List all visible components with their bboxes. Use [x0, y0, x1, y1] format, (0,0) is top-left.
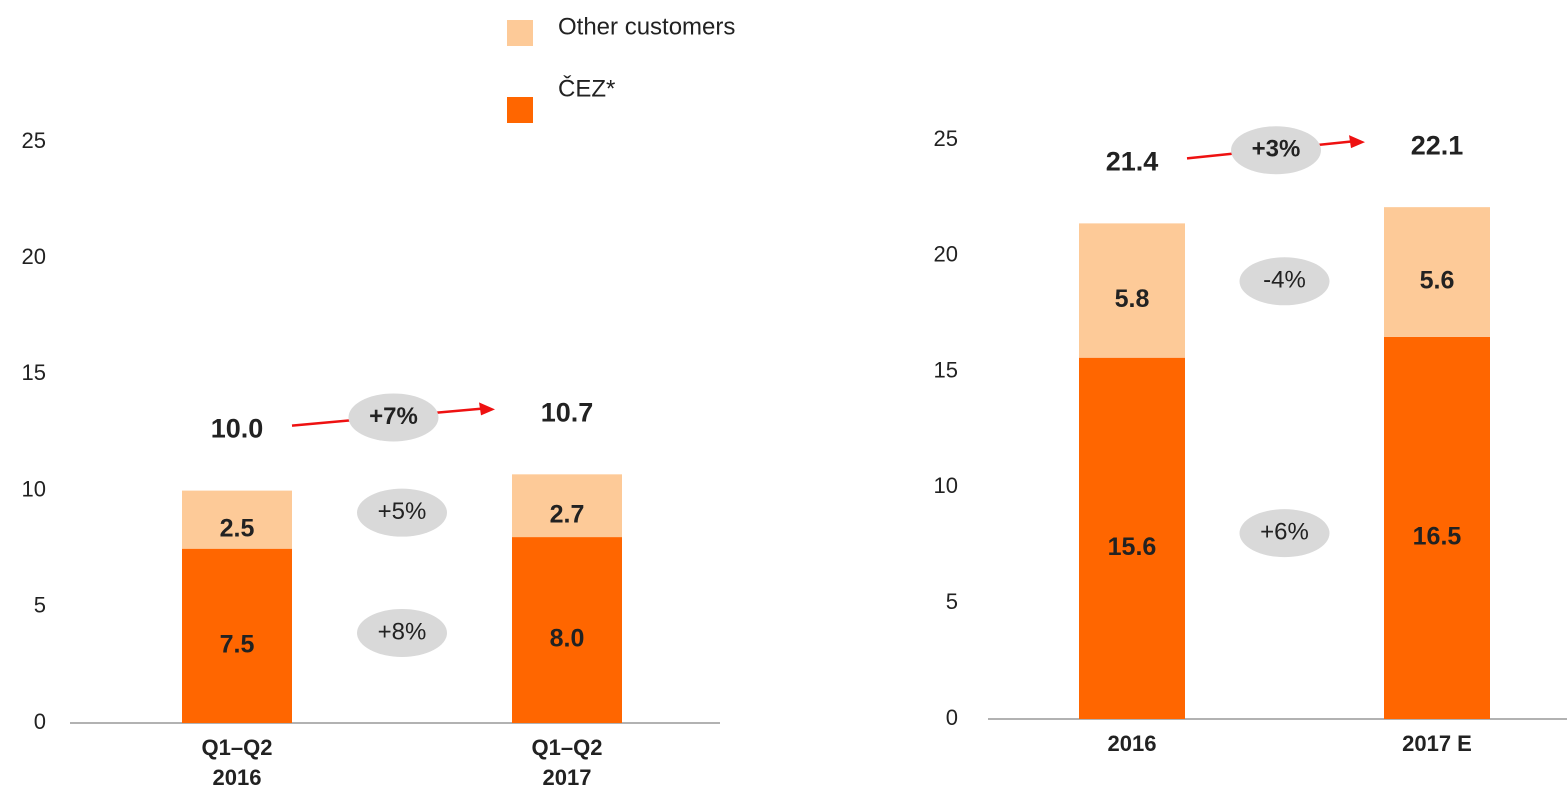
y-tick-label: 5 [946, 589, 958, 614]
y-tick-label: 15 [934, 357, 958, 382]
bar-segment [182, 548, 292, 723]
x-tick-label: Q1–Q2 2017 [531, 735, 603, 790]
change-label: +3% [1252, 136, 1301, 163]
change-label: +6% [1260, 518, 1309, 545]
y-tick-label: 0 [946, 705, 958, 730]
change-label: +8% [378, 618, 427, 645]
legend-swatch [507, 20, 533, 46]
y-tick-label: 5 [34, 593, 46, 618]
x-tick-label: Q1–Q2 2016 [201, 735, 273, 790]
change-label: -4% [1263, 267, 1306, 294]
value-label: 16.5 [1413, 523, 1462, 551]
x-tick-label: 2016 [1107, 731, 1157, 756]
value-label: 7.5 [220, 630, 255, 658]
change-bubble [348, 393, 439, 442]
total-label: 21.4 [1106, 147, 1159, 177]
bar-segment [1384, 207, 1490, 337]
total-label: 22.1 [1411, 130, 1464, 160]
legend-swatch [507, 97, 533, 123]
y-tick-label: 0 [34, 709, 46, 734]
bar-segment [1079, 223, 1185, 358]
arrow-head [1349, 135, 1365, 149]
change-label: +7% [369, 403, 418, 430]
bar-segment [182, 490, 292, 549]
bar-segment [512, 537, 622, 723]
change-bubble [1239, 509, 1330, 558]
value-label: 8.0 [550, 625, 585, 653]
bar-segment [512, 474, 622, 538]
arrow-head [479, 402, 495, 416]
change-bubble [357, 608, 447, 657]
change-bubble [1239, 257, 1330, 306]
y-tick-label: 20 [22, 244, 46, 269]
legend-label: ČEZ* [558, 74, 615, 102]
value-label: 15.6 [1108, 533, 1157, 561]
value-label: 5.6 [1420, 267, 1455, 295]
change-bubble [1231, 126, 1321, 175]
y-tick-label: 20 [934, 242, 958, 267]
change-label: +5% [378, 498, 427, 525]
y-tick-label: 25 [22, 128, 46, 153]
value-label: 2.5 [220, 514, 255, 542]
x-tick-label: 2017 E [1402, 731, 1472, 756]
bar-segment [1384, 336, 1490, 719]
y-tick-label: 10 [22, 476, 46, 501]
bar-segment [1079, 357, 1185, 719]
y-tick-label: 25 [934, 126, 958, 151]
y-tick-label: 10 [934, 473, 958, 498]
legend-label: Other customers [558, 13, 735, 40]
change-bubble [357, 488, 447, 537]
y-tick-label: 15 [22, 360, 46, 385]
value-label: 5.8 [1115, 285, 1150, 313]
total-label: 10.7 [541, 397, 594, 427]
value-label: 2.7 [550, 500, 585, 528]
total-label: 10.0 [211, 414, 264, 444]
